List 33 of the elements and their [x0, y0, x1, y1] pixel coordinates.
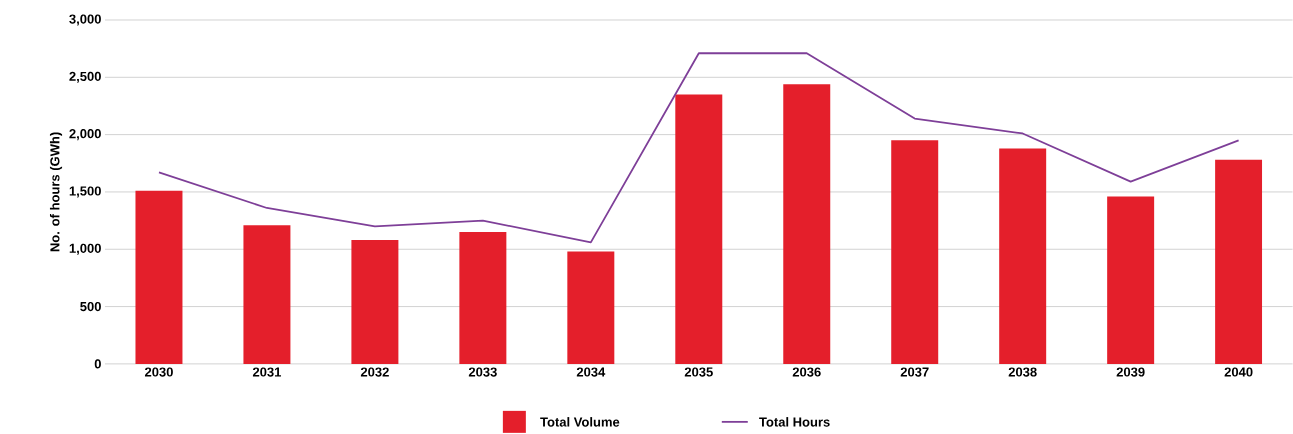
- x-tick-label: 2038: [1008, 367, 1037, 377]
- legend-label: Total Volume: [540, 417, 620, 427]
- y-tick-label: 3,000: [69, 14, 101, 26]
- x-tick-label: 2040: [1224, 367, 1253, 377]
- x-tick-label: 2032: [360, 367, 389, 377]
- bar: [567, 251, 615, 364]
- y-tick-label: 1,500: [69, 186, 101, 198]
- bar: [1215, 159, 1263, 364]
- y-tick-label: 2,000: [69, 129, 101, 141]
- x-tick-label: 2039: [1116, 367, 1145, 377]
- y-tick-label: 500: [80, 302, 101, 312]
- x-tick-label: 2030: [144, 367, 173, 377]
- y-tick-label: 0: [94, 359, 101, 369]
- bar: [891, 140, 939, 364]
- bar: [1107, 196, 1155, 364]
- y-tick-label: 2,500: [69, 71, 101, 83]
- bar: [243, 225, 291, 364]
- legend-label: Total Hours: [759, 417, 830, 427]
- bar: [351, 240, 399, 364]
- bar: [135, 190, 183, 364]
- x-tick-label: 2034: [576, 367, 606, 377]
- y-tick-label: 1,000: [69, 243, 101, 255]
- bar: [675, 94, 723, 364]
- bar: [999, 148, 1047, 364]
- x-tick-label: 2037: [900, 367, 929, 377]
- x-tick-label: 2036: [792, 367, 821, 377]
- x-tick-label: 2033: [468, 367, 497, 377]
- x-tick-label: 2031: [252, 367, 282, 377]
- y-axis-title: No. of hours (GWh): [49, 132, 63, 252]
- bar: [783, 84, 831, 364]
- bar: [459, 232, 507, 364]
- line-series: [158, 52, 1240, 244]
- x-tick-label: 2035: [684, 367, 713, 377]
